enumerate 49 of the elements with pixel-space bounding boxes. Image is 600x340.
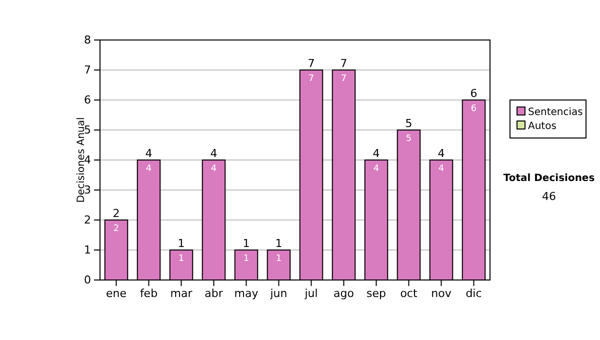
text: 46 xyxy=(542,190,556,203)
data-label: 4 xyxy=(373,164,380,174)
x-tick-label: jun xyxy=(269,286,288,300)
data-label: 4 xyxy=(210,164,217,174)
x-tick-label: ago xyxy=(334,286,354,300)
x-tick-label: jul xyxy=(304,286,318,300)
x-tick-label: abr xyxy=(204,286,224,300)
x-tick-label: nov xyxy=(431,286,452,300)
total-label: 1 xyxy=(242,237,250,250)
x-tick-label: feb xyxy=(140,286,158,300)
total-label: 5 xyxy=(405,117,412,130)
total-label: 1 xyxy=(275,237,282,250)
data-label: 7 xyxy=(340,74,347,84)
x-tick-label: may xyxy=(234,286,259,300)
total-label: 4 xyxy=(438,147,445,160)
x-tick-label: mar xyxy=(170,286,193,300)
text: Total Decisiones xyxy=(503,173,595,184)
y-tick-label: 2 xyxy=(84,214,91,227)
y-tick-label: 5 xyxy=(84,124,91,137)
x-tick-label: sep xyxy=(366,286,386,300)
legend-label: Sentencias xyxy=(528,107,583,118)
total-label: 4 xyxy=(372,147,380,160)
data-label: 4 xyxy=(146,164,152,174)
total-label: 4 xyxy=(145,147,152,160)
y-tick-label: 1 xyxy=(84,244,91,257)
data-label: 1 xyxy=(276,254,282,264)
total-label: 6 xyxy=(470,87,478,100)
y-tick-label: 7 xyxy=(84,64,91,77)
y-tick-label: 0 xyxy=(84,274,91,287)
x-tick-label: dic xyxy=(466,286,482,300)
y-tick-label: 3 xyxy=(84,184,91,197)
data-label: 2 xyxy=(113,224,120,234)
total-label: 4 xyxy=(210,147,218,160)
data-label: 7 xyxy=(308,74,314,84)
total-label: 1 xyxy=(178,237,185,250)
total-label: 2 xyxy=(112,207,120,220)
data-label: 1 xyxy=(178,254,184,264)
data-label: 4 xyxy=(438,164,444,174)
x-tick-label: ene xyxy=(106,286,127,300)
data-label: 1 xyxy=(243,254,250,264)
y-tick-label: 8 xyxy=(84,34,91,47)
y-tick-label: 4 xyxy=(84,154,91,167)
total-label: 7 xyxy=(308,57,315,70)
data-label: 5 xyxy=(406,134,412,144)
legend-label: Autos xyxy=(528,121,556,132)
y-tick-label: 6 xyxy=(84,94,91,107)
total-label: 7 xyxy=(340,57,348,70)
x-tick-label: oct xyxy=(400,286,418,300)
data-label: 6 xyxy=(470,104,477,114)
